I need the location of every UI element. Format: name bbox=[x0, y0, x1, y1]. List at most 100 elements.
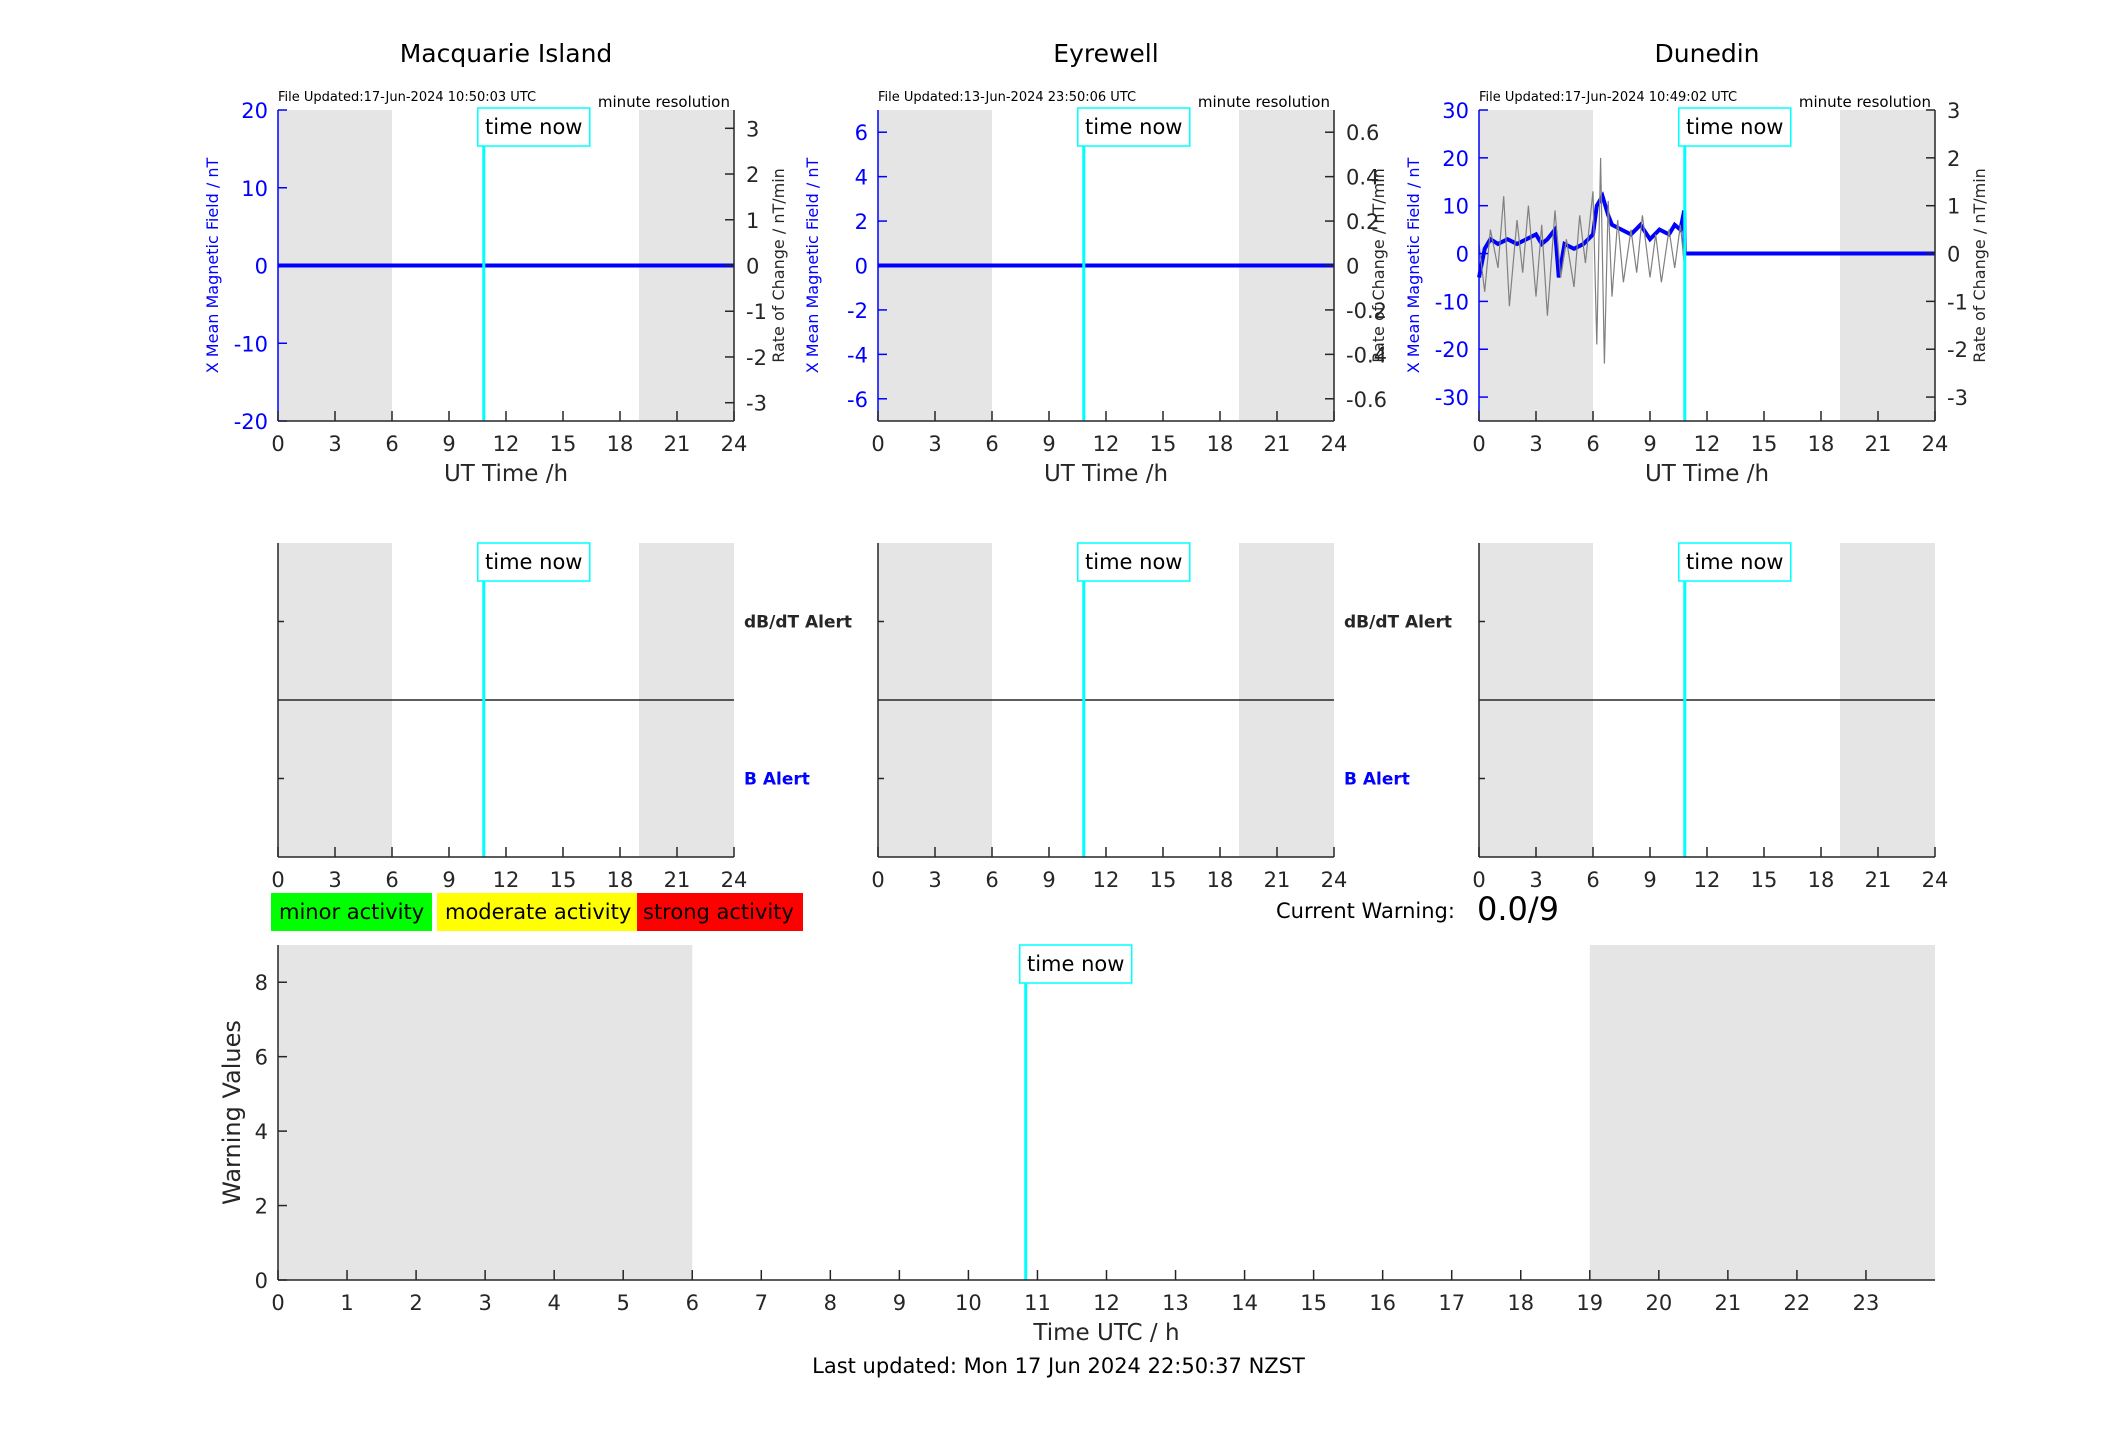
x-tick-label: 12 bbox=[1093, 868, 1120, 892]
y-axis-label-right: Rate of Change / nT/min bbox=[769, 168, 788, 363]
x-tick-label: 0 bbox=[871, 868, 884, 892]
x-tick-label: 3 bbox=[928, 868, 941, 892]
x-tick-label: 9 bbox=[442, 868, 455, 892]
x-tick-label: 6 bbox=[385, 868, 398, 892]
y-tick-label-right: 3 bbox=[1947, 99, 1960, 123]
x-tick-label: 18 bbox=[1207, 432, 1234, 456]
x-tick-label: 0 bbox=[871, 432, 884, 456]
y-tick-label-right: -2 bbox=[746, 346, 767, 370]
resolution-text: minute resolution bbox=[1799, 93, 1931, 111]
station-chart-3: Dunedin File Updated:17-Jun-2024 10:49:02… bbox=[1404, 39, 1989, 487]
y-tick-label-right: -3 bbox=[1947, 386, 1968, 410]
x-axis-label: UT Time /h bbox=[444, 461, 568, 487]
dbdt-alert-label: dB/dT Alert bbox=[1344, 613, 1452, 633]
y-tick-label-left: 4 bbox=[855, 166, 868, 190]
x-tick-label: 21 bbox=[1865, 432, 1892, 456]
x-tick-label: 3 bbox=[328, 868, 341, 892]
x-tick-label: 6 bbox=[1586, 432, 1599, 456]
y-axis-label-right: Rate of Change / nT/min bbox=[1970, 168, 1989, 363]
x-tick-label: 24 bbox=[1922, 432, 1949, 456]
x-tick-label: 6 bbox=[985, 432, 998, 456]
x-tick-label: 9 bbox=[442, 432, 455, 456]
b-alert-label: B Alert bbox=[744, 770, 810, 790]
x-tick-label: 22 bbox=[1784, 1291, 1811, 1315]
time-now-label: time now bbox=[1027, 952, 1124, 976]
x-tick-label: 11 bbox=[1024, 1291, 1051, 1315]
x-tick-label: 0 bbox=[271, 868, 284, 892]
y-tick-label-left: 2 bbox=[855, 210, 868, 234]
x-tick-label: 21 bbox=[664, 432, 691, 456]
x-tick-label: 3 bbox=[328, 432, 341, 456]
y-tick-label-left: -20 bbox=[1435, 338, 1469, 362]
x-axis-label: Time UTC / h bbox=[1032, 1320, 1179, 1346]
x-tick-label: 20 bbox=[1645, 1291, 1672, 1315]
x-tick-label: 0 bbox=[1472, 868, 1485, 892]
x-tick-label: 8 bbox=[824, 1291, 837, 1315]
x-tick-label: 24 bbox=[721, 432, 748, 456]
time-now-box bbox=[477, 542, 591, 582]
time-now-box bbox=[477, 107, 591, 147]
x-tick-label: 14 bbox=[1231, 1291, 1258, 1315]
x-tick-label: 3 bbox=[928, 432, 941, 456]
x-tick-label: 24 bbox=[1321, 432, 1348, 456]
x-tick-label: 9 bbox=[1042, 868, 1055, 892]
x-tick-label: 12 bbox=[1093, 432, 1120, 456]
x-tick-label: 12 bbox=[1694, 432, 1721, 456]
file-updated-text: File Updated:13-Jun-2024 23:50:06 UTC bbox=[878, 90, 1136, 105]
b-alert-label: B Alert bbox=[1344, 770, 1410, 790]
last-updated-text: Last updated: Mon 17 Jun 2024 22:50:37 N… bbox=[812, 1354, 1305, 1378]
time-now-label: time now bbox=[1686, 115, 1783, 139]
x-tick-label: 24 bbox=[721, 868, 748, 892]
y-tick-label-left: 4 bbox=[255, 1120, 268, 1144]
time-now-box bbox=[1018, 944, 1133, 984]
magnetic-field-series bbox=[1477, 191, 1935, 278]
y-tick-label-right: 0.6 bbox=[1346, 121, 1379, 145]
alert-chart-3: time now 0 3 6 9 12 15 18 21 24 bbox=[1472, 542, 1949, 892]
night-shade-band bbox=[278, 945, 693, 1280]
x-tick-label: 21 bbox=[664, 868, 691, 892]
x-tick-label: 10 bbox=[955, 1291, 982, 1315]
y-tick-label-left: 10 bbox=[1442, 195, 1469, 219]
y-axis-label: Warning Values bbox=[218, 1020, 246, 1205]
y-tick-label-right: 0.2 bbox=[1346, 210, 1379, 234]
y-tick-label-left: -4 bbox=[847, 343, 868, 367]
x-tick-label: 12 bbox=[493, 432, 520, 456]
x-tick-label: 15 bbox=[1150, 868, 1177, 892]
x-tick-label: 5 bbox=[617, 1291, 630, 1315]
time-now-label: time now bbox=[1085, 115, 1182, 139]
station-chart-1: Macquarie Island File Updated:17-Jun-2024… bbox=[203, 39, 788, 487]
resolution-text: minute resolution bbox=[598, 93, 730, 111]
y-tick-label-right: -2 bbox=[1947, 338, 1968, 362]
x-tick-label: 19 bbox=[1576, 1291, 1603, 1315]
y-tick-label-right: -0.4 bbox=[1346, 343, 1387, 367]
y-tick-label-left: 20 bbox=[1442, 147, 1469, 171]
y-tick-label-left: 0 bbox=[255, 1269, 268, 1293]
night-shade-band bbox=[1589, 945, 1935, 1280]
current-warning-label: Current Warning: bbox=[1276, 899, 1455, 923]
y-tick-label-right: -0.6 bbox=[1346, 388, 1387, 412]
y-tick-label-left: 20 bbox=[241, 99, 268, 123]
x-tick-label: 18 bbox=[1207, 868, 1234, 892]
alert-chart-2: time now 0 3 6 9 12 15 18 21 24 dB/dT Alert B Alert bbox=[871, 542, 1452, 892]
file-updated-text: File Updated:17-Jun-2024 10:49:02 UTC bbox=[1479, 90, 1737, 105]
x-tick-label: 6 bbox=[1586, 868, 1599, 892]
y-tick-label-left: 0 bbox=[255, 255, 268, 279]
x-tick-label: 17 bbox=[1438, 1291, 1465, 1315]
x-tick-label: 12 bbox=[493, 868, 520, 892]
x-tick-label: 24 bbox=[1922, 868, 1949, 892]
y-tick-label-left: -30 bbox=[1435, 386, 1469, 410]
x-tick-label: 3 bbox=[1529, 868, 1542, 892]
x-tick-label: 21 bbox=[1865, 868, 1892, 892]
y-axis-label-left: X Mean Magnetic Field / nT bbox=[203, 158, 222, 374]
y-axis-label-left: X Mean Magnetic Field / nT bbox=[1404, 158, 1423, 374]
x-tick-label: 15 bbox=[550, 868, 577, 892]
time-now-label: time now bbox=[1085, 550, 1182, 574]
y-tick-label-left: -10 bbox=[234, 332, 268, 356]
x-tick-label: 7 bbox=[755, 1291, 768, 1315]
y-tick-label-left: -20 bbox=[234, 410, 268, 434]
legend-strong-activity: strong activity bbox=[637, 893, 803, 931]
time-now-label: time now bbox=[485, 115, 582, 139]
y-tick-label-right: 1 bbox=[746, 209, 759, 233]
